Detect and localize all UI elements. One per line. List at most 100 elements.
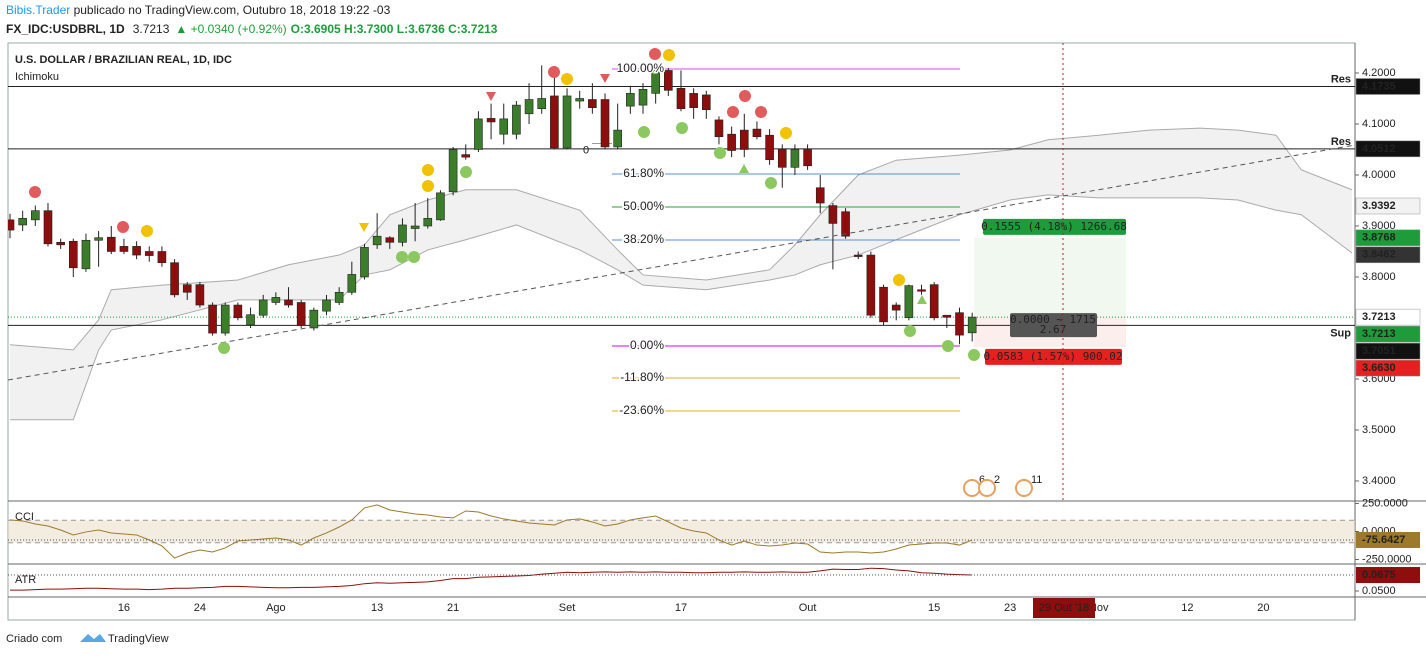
x-tick-label: 20 bbox=[1257, 602, 1269, 614]
marker bbox=[638, 126, 650, 138]
candle-body bbox=[410, 225, 420, 229]
price-tag bbox=[1355, 246, 1421, 264]
candle-body bbox=[309, 309, 319, 329]
candle-body bbox=[714, 119, 724, 138]
plot-area: 4.20004.10004.00003.90003.80003.60003.50… bbox=[8, 54, 1421, 618]
price: 3.7213 bbox=[133, 22, 170, 36]
x-tick-label: 13 bbox=[371, 602, 383, 614]
candle-body bbox=[372, 235, 382, 246]
fib-label: 50.00% bbox=[623, 199, 664, 213]
cloud-edge bbox=[10, 194, 1353, 421]
event-icon[interactable] bbox=[963, 479, 981, 497]
indicator-tag bbox=[1356, 567, 1420, 584]
candle-body bbox=[233, 304, 243, 319]
candle-body bbox=[347, 274, 357, 293]
candle-body bbox=[271, 297, 281, 303]
fib-label: 0.00% bbox=[630, 338, 664, 352]
published: publicado no TradingView.com, Outubro 18… bbox=[70, 3, 390, 17]
x-tick-label: Set bbox=[559, 602, 576, 614]
price-tag-label: 3.8768 bbox=[1362, 232, 1396, 244]
price-tag-label: 3.7213 bbox=[1362, 328, 1396, 340]
x-tick-label: 24 bbox=[194, 602, 206, 614]
price-tag-label: 4.1735 bbox=[1362, 80, 1396, 92]
indicator-tag-label: 0.0675 bbox=[1362, 569, 1396, 581]
candle-body bbox=[638, 89, 648, 106]
x-tick-label: 15 bbox=[928, 602, 940, 614]
event-count: 6 bbox=[979, 474, 985, 486]
candle-body bbox=[828, 205, 838, 224]
candle-body bbox=[322, 299, 331, 312]
mid-label: 0.0000 ~ 1715 bbox=[1010, 313, 1096, 326]
marker bbox=[649, 48, 661, 60]
candle-body bbox=[208, 304, 217, 334]
y-tick-label: 4.2000 bbox=[1362, 67, 1396, 79]
candle-body bbox=[879, 286, 888, 323]
marker bbox=[548, 66, 560, 78]
price-tag-label: 3.6630 bbox=[1362, 362, 1396, 374]
y-tick-label: 250.0000 bbox=[1362, 497, 1408, 509]
indicator-tag-label: -75.6427 bbox=[1362, 534, 1405, 546]
candle-body bbox=[600, 99, 610, 148]
candle-body bbox=[170, 262, 179, 296]
marker bbox=[755, 106, 767, 118]
indicator-line bbox=[10, 567, 973, 591]
candle-body bbox=[220, 304, 230, 334]
candle-body bbox=[664, 70, 673, 91]
marker bbox=[739, 164, 749, 173]
candle-body bbox=[144, 251, 154, 256]
footer-brand[interactable]: TradingView bbox=[108, 633, 169, 645]
y-tick-label: 4.0000 bbox=[1362, 169, 1396, 181]
y-tick-label: 3.9000 bbox=[1362, 220, 1396, 232]
x-tick-label: 16 bbox=[118, 602, 130, 614]
candle-body bbox=[8, 219, 15, 231]
price-tag bbox=[1355, 229, 1421, 247]
marker bbox=[486, 92, 496, 101]
fib-label: -23.60% bbox=[619, 403, 664, 417]
price-tag bbox=[1355, 197, 1421, 215]
marker bbox=[739, 90, 751, 102]
indicator-tag bbox=[1356, 531, 1420, 548]
candle-body bbox=[94, 237, 103, 241]
mid-label: 2.67 bbox=[1040, 323, 1067, 336]
cloud-edge bbox=[9, 127, 1353, 351]
y-tick-label: 3.5000 bbox=[1362, 424, 1396, 436]
logo bbox=[80, 634, 106, 642]
candle-body bbox=[575, 98, 585, 102]
y-tick-label: 3.8000 bbox=[1362, 271, 1396, 283]
event-icon[interactable] bbox=[1015, 479, 1033, 497]
price-tag bbox=[1355, 140, 1421, 158]
price-tag bbox=[1355, 359, 1421, 377]
candle-body bbox=[436, 192, 445, 221]
cursor-date-box bbox=[1033, 598, 1095, 618]
candle-body bbox=[853, 254, 863, 257]
candle-body bbox=[524, 99, 534, 115]
author[interactable]: Bibis.Trader bbox=[6, 3, 70, 17]
candle-body bbox=[461, 154, 471, 158]
marker bbox=[408, 251, 420, 263]
marker bbox=[904, 325, 916, 337]
marker bbox=[359, 223, 369, 232]
marker bbox=[714, 147, 726, 159]
candle-body bbox=[803, 149, 812, 167]
candle-body bbox=[106, 236, 116, 252]
fib-label: 100.00% bbox=[617, 61, 665, 75]
candle-body bbox=[360, 247, 369, 278]
candle-body bbox=[841, 211, 850, 237]
marker bbox=[561, 73, 573, 85]
candle-body bbox=[701, 94, 711, 111]
marker bbox=[29, 186, 41, 198]
footer: Criado com TradingView bbox=[6, 633, 169, 645]
candle-body bbox=[258, 299, 268, 316]
price-tag-label: 3.8462 bbox=[1362, 249, 1396, 261]
price-tag bbox=[1355, 325, 1421, 343]
candle-body bbox=[904, 285, 914, 319]
fib-anchor-label: 0 bbox=[583, 144, 589, 156]
candle-body bbox=[512, 104, 521, 135]
event-icon[interactable] bbox=[978, 479, 996, 497]
candle-body bbox=[448, 149, 458, 193]
candle-body bbox=[296, 302, 306, 326]
candle-body bbox=[56, 242, 65, 246]
indicator-line bbox=[9, 504, 973, 559]
candle-body bbox=[727, 133, 736, 151]
